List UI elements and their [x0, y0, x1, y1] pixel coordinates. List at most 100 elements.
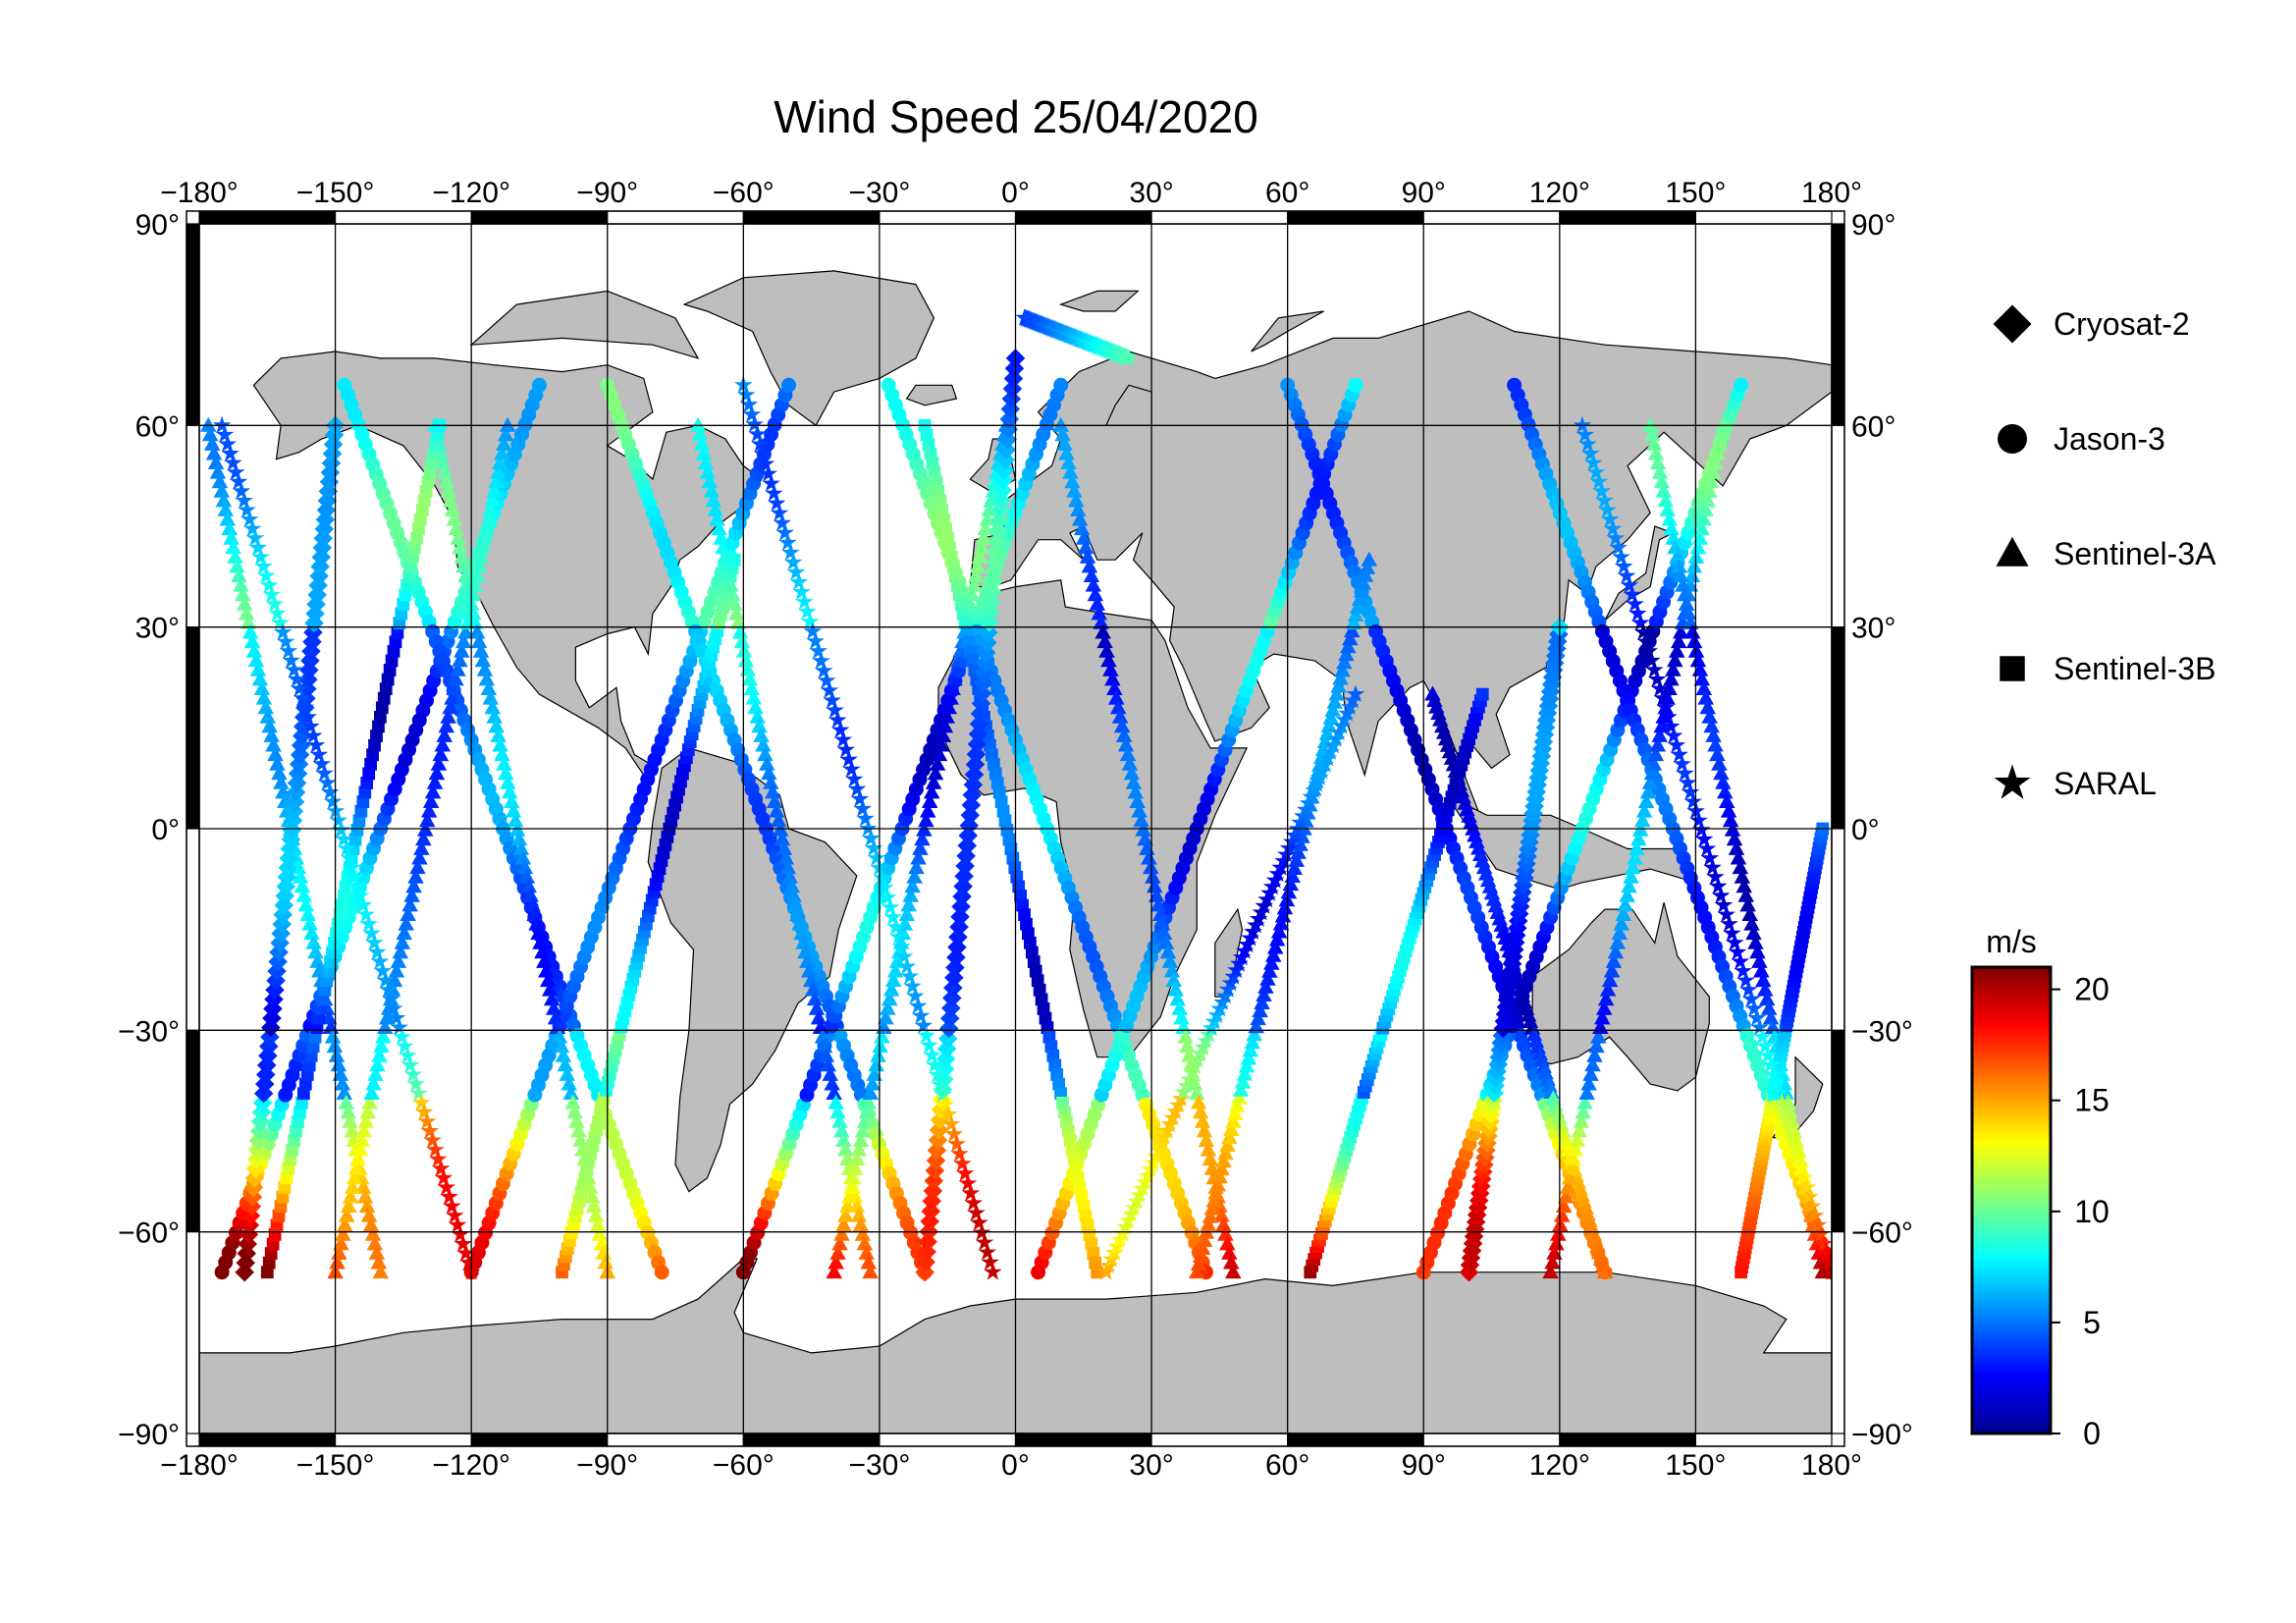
track-point — [376, 970, 395, 989]
track-point — [908, 996, 928, 1014]
track-point — [276, 1190, 290, 1204]
track-point — [1077, 539, 1095, 555]
track-point — [1576, 1094, 1593, 1109]
track-point — [440, 1187, 458, 1205]
track-point — [1194, 1239, 1211, 1255]
track-point — [375, 701, 389, 715]
legend-diamond-icon — [1993, 304, 2032, 344]
track-point — [1803, 1196, 1822, 1215]
frame-band-bottom — [1150, 1433, 1289, 1447]
track-point — [1240, 1050, 1257, 1065]
track-point — [1653, 718, 1670, 733]
track-point — [988, 531, 1007, 551]
lat-tick-label-right: 90° — [1851, 209, 1896, 242]
track-point — [1747, 934, 1764, 949]
track-point — [1703, 857, 1722, 876]
track-point — [868, 1056, 884, 1072]
track-point — [954, 866, 974, 887]
track-point — [818, 1047, 835, 1062]
track-point — [300, 1068, 314, 1081]
track-point — [359, 1104, 376, 1119]
track-point — [1348, 377, 1363, 393]
track-point — [520, 878, 537, 893]
track-point — [300, 651, 320, 671]
frame-band-top — [607, 210, 744, 225]
axis-tick-labels: −180° −180° −150° −150° −120° −120° −90° −90° −6… — [118, 177, 1913, 1482]
track-point — [1073, 1181, 1087, 1194]
track-point — [1695, 680, 1713, 695]
track-point — [1014, 890, 1028, 902]
frame-band-left — [186, 828, 200, 1031]
track-point — [284, 1153, 297, 1166]
track-point — [1189, 1264, 1205, 1279]
track-point — [1676, 764, 1694, 782]
track-point — [339, 1207, 355, 1222]
track-point — [826, 700, 844, 719]
track-point — [1052, 416, 1069, 432]
track-point — [295, 1096, 308, 1109]
track-point — [1286, 860, 1303, 875]
track-point — [1671, 633, 1687, 649]
track-point — [444, 501, 460, 516]
track-point — [1280, 884, 1298, 899]
track-point — [370, 730, 383, 742]
track-point — [693, 435, 711, 451]
track-point — [1219, 1235, 1236, 1251]
track-point — [288, 1134, 300, 1147]
track-point — [504, 793, 520, 808]
track-point — [996, 804, 1010, 818]
frame-band-top — [1422, 210, 1561, 225]
track-point — [1669, 548, 1685, 564]
track-point — [422, 793, 440, 808]
track-point — [278, 857, 298, 878]
track-point — [729, 614, 747, 629]
track-point — [803, 972, 820, 988]
track-point — [354, 804, 368, 818]
track-point — [1079, 1209, 1093, 1222]
track-point — [1739, 980, 1758, 999]
lon-tick-label-bottom: −60° — [713, 1449, 774, 1482]
track-point — [209, 463, 227, 479]
track-point — [1131, 802, 1148, 818]
track-point — [1761, 1055, 1781, 1073]
lon-tick-label-top: −90° — [576, 177, 638, 209]
track-point — [1758, 991, 1776, 1006]
track-point — [858, 1104, 876, 1119]
track-point — [334, 1075, 350, 1091]
track-point — [826, 1264, 842, 1279]
track-point — [470, 633, 488, 649]
track-point — [739, 395, 759, 413]
track-point — [850, 789, 870, 807]
track-point — [761, 765, 777, 781]
track-point — [304, 1049, 318, 1062]
track-point — [1791, 1159, 1811, 1177]
track-point — [272, 1209, 286, 1222]
track-point — [938, 708, 955, 724]
track-point — [934, 494, 947, 508]
track-point — [1575, 1104, 1591, 1119]
track-point — [775, 839, 793, 855]
legend-label: Jason-3 — [2054, 421, 2165, 457]
track-point — [757, 746, 774, 762]
track-point — [440, 482, 457, 498]
track-point — [1338, 646, 1355, 662]
track-point — [262, 1256, 276, 1270]
track-point — [1800, 1187, 1819, 1205]
track-point — [1056, 1096, 1069, 1109]
frame-band-bottom — [1014, 1433, 1152, 1447]
track-point — [344, 1178, 361, 1194]
track-point — [309, 745, 329, 763]
track-point — [271, 613, 290, 631]
track-point — [1673, 568, 1689, 582]
track-point — [247, 652, 265, 668]
track-point — [279, 641, 298, 660]
track-point — [264, 1247, 278, 1260]
track-point — [745, 689, 762, 705]
track-point — [1573, 1112, 1590, 1128]
track-point — [1161, 952, 1179, 968]
track-point — [1677, 586, 1693, 602]
frame-band-top — [1694, 210, 1833, 225]
track-point — [987, 757, 1000, 771]
track-point — [853, 799, 872, 817]
legend-label: SARAL — [2054, 766, 2157, 801]
